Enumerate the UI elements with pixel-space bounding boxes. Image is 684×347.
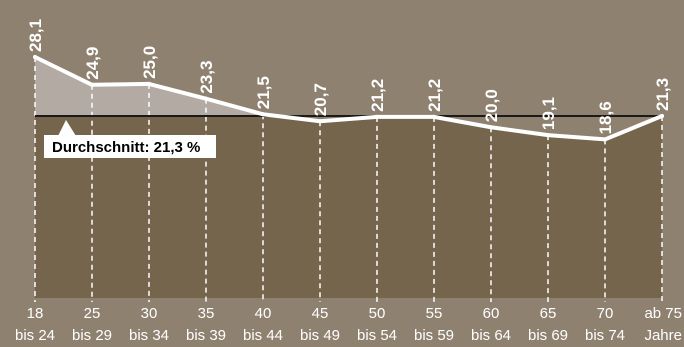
series-line [33, 55, 664, 142]
data-point [33, 55, 37, 59]
x-tick-label: 25 bis 29 [72, 305, 112, 344]
data-label: 20,0 [482, 89, 501, 122]
x-tick-label: ab 75 Jahre [644, 305, 682, 344]
data-label: 19,1 [539, 97, 558, 130]
x-tick-label: 45 bis 49 [300, 305, 340, 344]
data-point [603, 137, 607, 142]
average-label: Durchschnitt: 21,3 % [52, 139, 200, 156]
data-label: 20,7 [311, 83, 330, 116]
data-label: 21,2 [425, 79, 444, 112]
data-label: 25,0 [140, 46, 159, 79]
data-label: 23,3 [197, 61, 216, 94]
data-point [660, 114, 664, 118]
data-point [90, 82, 94, 87]
x-tick-label: 35 bis 39 [186, 305, 226, 344]
data-point [432, 114, 436, 119]
data-label: 18,6 [596, 101, 615, 134]
data-point [318, 119, 322, 124]
data-point [375, 114, 379, 119]
data-label: 21,5 [254, 76, 273, 109]
x-tick-label: 30 bis 34 [129, 305, 169, 344]
average-callout-box [44, 135, 216, 158]
x-tick-label: 65 bis 69 [528, 305, 568, 344]
data-label: 28,1 [26, 19, 45, 52]
data-point [147, 81, 151, 86]
data-label: 24,9 [83, 47, 102, 80]
data-label: 21,3 [653, 78, 672, 111]
x-tick-label: 50 bis 54 [357, 305, 397, 344]
x-tick-label: 55 bis 59 [414, 305, 454, 344]
average-callout-pointer [58, 120, 76, 136]
data-point [546, 133, 550, 138]
x-tick-label: 18 bis 24 [15, 305, 55, 344]
data-label: 21,2 [368, 79, 387, 112]
x-tick-label: 70 bis 74 [585, 305, 625, 344]
data-point [489, 125, 493, 130]
plot-area [35, 57, 662, 298]
data-point [204, 96, 208, 101]
x-tick-label: 40 bis 44 [243, 305, 283, 344]
x-tick-label: 60 bis 64 [471, 305, 511, 344]
data-point [261, 112, 265, 117]
